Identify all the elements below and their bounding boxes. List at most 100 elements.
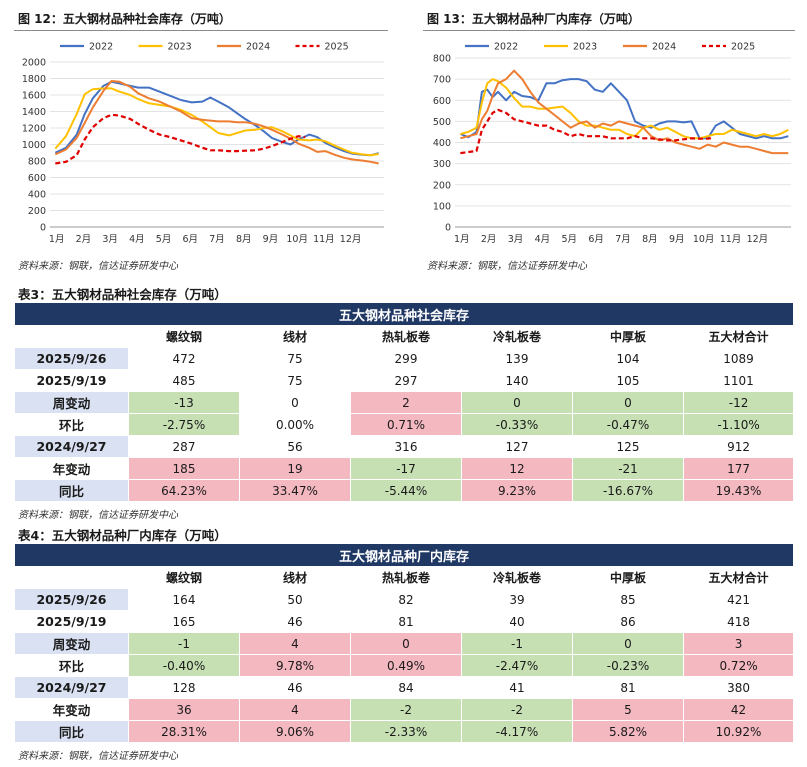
x-tick-label: 2月: [76, 234, 92, 245]
legend-label-2024: 2024: [652, 42, 676, 53]
x-tick-label: 2月: [481, 234, 497, 245]
table-4-header-hot-rolled: 热轧板卷: [350, 566, 462, 589]
x-tick-label: 1月: [49, 234, 65, 245]
table-cell: 85: [572, 588, 684, 611]
figure-13-rule: [423, 30, 795, 31]
table-cell: 10.92%: [682, 720, 795, 743]
table-row: 2025/9/19 485 75 297 140 105 1101: [14, 369, 795, 392]
x-tick-label: 10月: [693, 234, 715, 245]
x-tick-label: 4月: [535, 234, 551, 245]
table-3-title: 表3：五大钢材品种社会库存（万吨）: [18, 287, 227, 302]
table-3-header-rebar: 螺纹钢: [128, 325, 240, 348]
series-line-2024: [54, 80, 379, 165]
table-cell: 33.47%: [239, 479, 351, 502]
table-cell: 41: [461, 676, 573, 699]
table-row: 2025/9/26 164 50 82 39 85 421: [14, 588, 795, 611]
x-tick-label: 11月: [313, 234, 335, 245]
table-cell: -1: [128, 632, 240, 655]
table-3-source: 资料来源：钢联，信达证券研发中心: [18, 510, 178, 521]
table-row: 环比 -2.75% 0.00% 0.71% -0.33% -0.47% -1.1…: [14, 413, 795, 436]
table-cell: 104: [572, 347, 684, 370]
table-4-header-blank: [14, 566, 129, 589]
row-label: 环比: [14, 413, 129, 436]
table-cell: 0.00%: [239, 413, 351, 436]
table-cell: 0: [350, 632, 462, 655]
y-tick-label: 600: [28, 173, 46, 184]
table-4-header-plate: 中厚板: [572, 566, 684, 589]
table-cell: 19.43%: [682, 479, 795, 502]
table-cell: -2.33%: [350, 720, 462, 743]
legend-label-2023: 2023: [168, 42, 192, 53]
table-cell: 86: [572, 610, 684, 633]
row-label: 年变动: [14, 698, 129, 721]
table-3-header-hot-rolled: 热轧板卷: [350, 325, 462, 348]
table-cell: 56: [239, 435, 351, 458]
x-tick-label: 10月: [286, 234, 308, 245]
row-label: 2024/9/27: [14, 676, 129, 699]
table-3-header-blank: [14, 325, 129, 348]
table-3: 五大钢材品种社会库存 螺纹钢 线材 热轧板卷 冷轧板卷 中厚板 五大材合计 20…: [13, 302, 795, 502]
table-row: 2025/9/19 165 46 81 40 86 418: [14, 610, 795, 633]
row-label: 2025/9/19: [14, 610, 129, 633]
table-4-caption: 五大钢材品种厂内库存: [13, 543, 795, 567]
table-row: 环比 -0.40% 9.78% 0.49% -2.47% -0.23% 0.72…: [14, 654, 795, 677]
table-cell: 0: [572, 391, 684, 414]
table-4-header-total: 五大材合计: [682, 566, 795, 589]
table-cell: -4.17%: [461, 720, 573, 743]
series-line-2024: [460, 69, 789, 155]
table-cell: -2.47%: [461, 654, 573, 677]
figure-13-source: 资料来源：钢联，信达证券研发中心: [427, 261, 587, 272]
legend-label-2025: 2025: [325, 42, 349, 53]
table-cell: 75: [239, 347, 351, 370]
y-tick-label: 500: [433, 117, 451, 128]
table-cell: 0.72%: [682, 654, 795, 677]
x-tick-label: 9月: [263, 234, 279, 245]
table-row: 年变动 36 4 -2 -2 5 42: [14, 698, 795, 721]
table-cell: 140: [461, 369, 573, 392]
table-cell: 39: [461, 588, 573, 611]
table-cell: 50: [239, 588, 351, 611]
table-3-header-total: 五大材合计: [682, 325, 795, 348]
x-tick-label: 1月: [454, 234, 470, 245]
table-cell: 4: [239, 698, 351, 721]
figure-13-title: 图 13：五大钢材品种厂内库存（万吨）: [427, 12, 640, 26]
row-label: 周变动: [14, 391, 129, 414]
y-tick-label: 1000: [22, 140, 46, 151]
figure-12-rule: [14, 30, 388, 31]
table-cell: 185: [128, 457, 240, 480]
table-cell: 5.82%: [572, 720, 684, 743]
table-cell: 5: [572, 698, 684, 721]
y-tick-label: 800: [28, 157, 46, 168]
legend-label-2022: 2022: [494, 42, 518, 53]
table-cell: 82: [350, 588, 462, 611]
row-label: 2025/9/26: [14, 588, 129, 611]
series-line-2022: [460, 78, 789, 140]
series-line-2023: [54, 87, 379, 157]
x-tick-label: 11月: [720, 234, 742, 245]
legend-label-2023: 2023: [573, 42, 597, 53]
table-4-header-wire-rod: 线材: [239, 566, 351, 589]
table-cell: 64.23%: [128, 479, 240, 502]
y-tick-label: 700: [433, 75, 451, 86]
table-3-header-cold-rolled: 冷轧板卷: [461, 325, 573, 348]
table-cell: 472: [128, 347, 240, 370]
table-cell: 0: [572, 632, 684, 655]
table-cell: 28.31%: [128, 720, 240, 743]
table-cell: 164: [128, 588, 240, 611]
table-cell: -16.67%: [572, 479, 684, 502]
table-cell: 105: [572, 369, 684, 392]
table-cell: -5.44%: [350, 479, 462, 502]
table-cell: 75: [239, 369, 351, 392]
row-label: 同比: [14, 479, 129, 502]
table-3-header-plate: 中厚板: [572, 325, 684, 348]
table-row: 周变动 -1 4 0 -1 0 3: [14, 632, 795, 655]
table-cell: 380: [682, 676, 795, 699]
table-cell: 165: [128, 610, 240, 633]
y-tick-label: 600: [433, 96, 451, 107]
table-row: 2024/9/27 128 46 84 41 81 380: [14, 676, 795, 699]
y-tick-label: 1600: [22, 91, 46, 102]
table-cell: 316: [350, 435, 462, 458]
table-4: 五大钢材品种厂内库存 螺纹钢 线材 热轧板卷 冷轧板卷 中厚板 五大材合计 20…: [13, 543, 795, 743]
table-cell: 139: [461, 347, 573, 370]
table-cell: -2: [461, 698, 573, 721]
